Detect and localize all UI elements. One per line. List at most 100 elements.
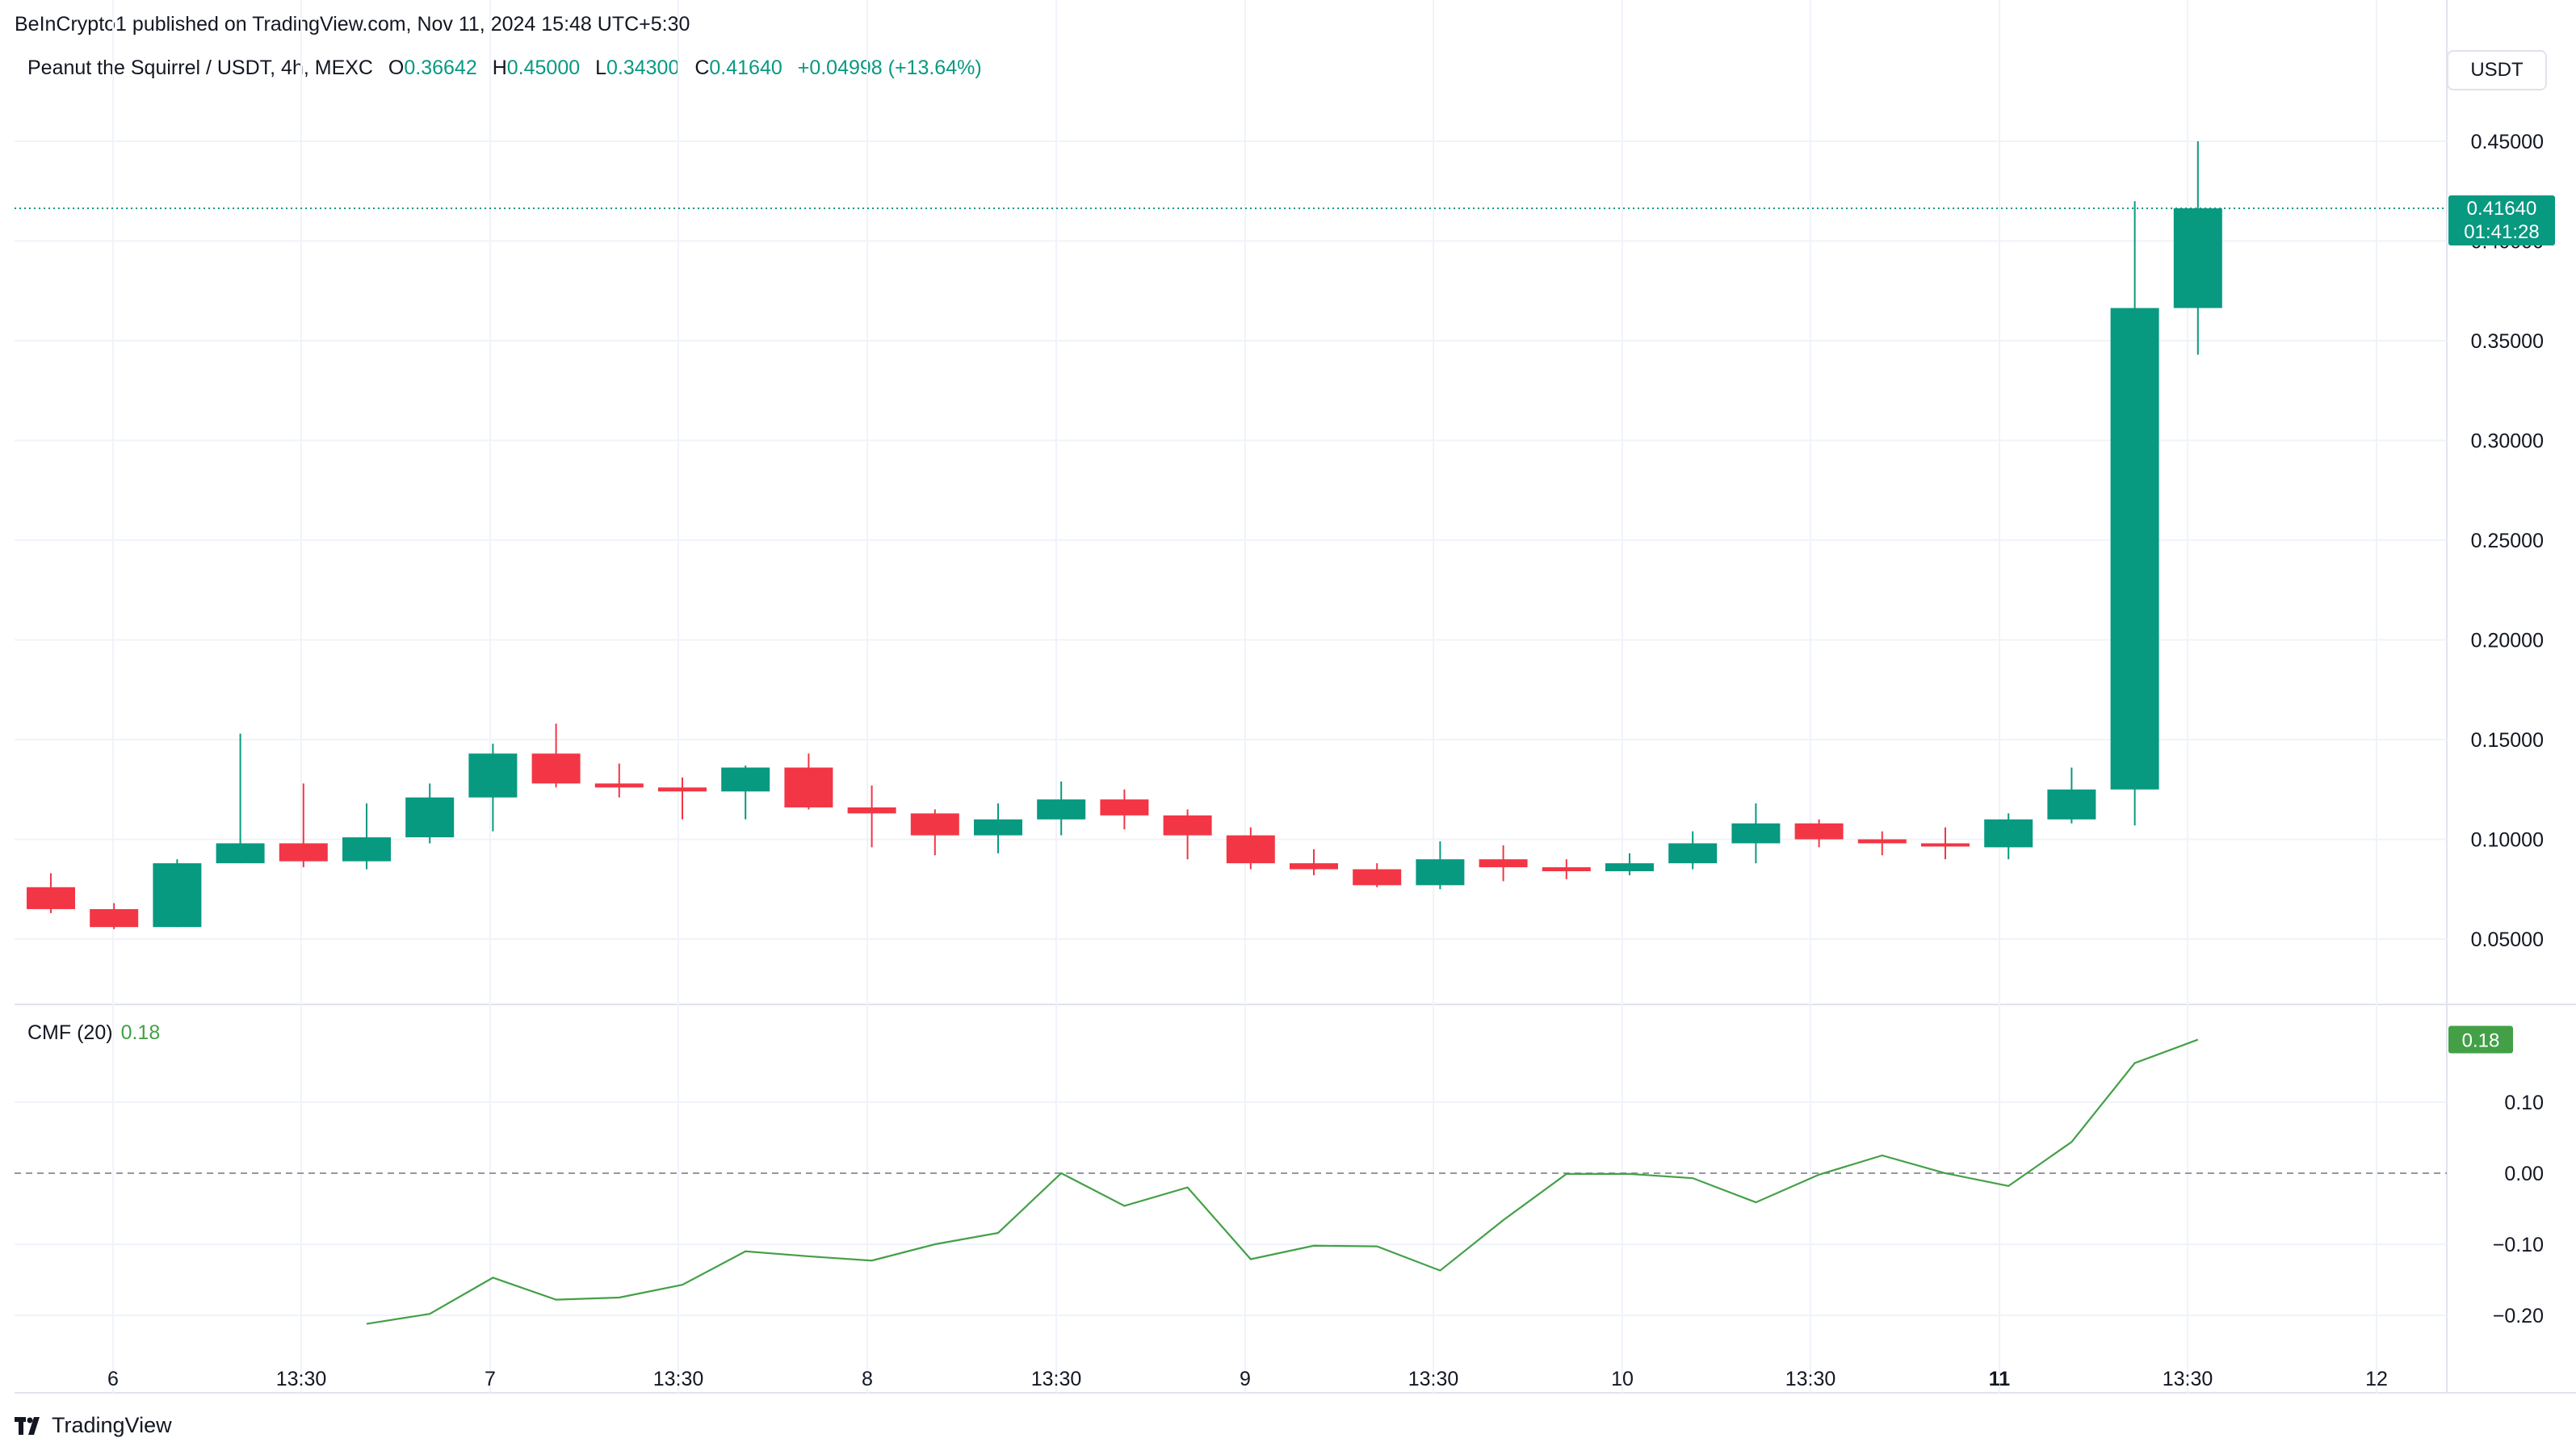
close-value: 0.41640	[709, 57, 782, 79]
x-tick-label: 13:30	[2163, 1368, 2213, 1390]
currency-button[interactable]: USDT	[2447, 50, 2547, 90]
candle	[90, 903, 139, 929]
x-tick-label: 9	[1240, 1368, 1251, 1390]
candle-body	[1605, 863, 1654, 872]
candle	[279, 783, 328, 868]
candle-body	[1353, 869, 1402, 886]
candle	[910, 809, 959, 856]
candle	[1353, 863, 1402, 887]
cmf-y-tick-label: −0.20	[2493, 1305, 2544, 1327]
candle-body	[910, 813, 959, 836]
y-tick-label: 0.30000	[2471, 430, 2544, 453]
candle-body	[1794, 823, 1844, 840]
candle	[342, 803, 391, 870]
candle	[1163, 809, 1212, 860]
candle	[2173, 141, 2222, 355]
candle-body	[1226, 835, 1275, 864]
candle	[1984, 813, 2033, 860]
y-tick-label: 0.15000	[2471, 729, 2544, 752]
candle	[1290, 849, 1338, 875]
cmf-label[interactable]: CMF (20)	[27, 1021, 113, 1044]
low-value: 0.34300	[606, 57, 680, 79]
cmf-value: 0.18	[120, 1021, 161, 1044]
candle	[1542, 859, 1591, 879]
y-tick-label: 0.20000	[2471, 630, 2544, 652]
cmf-y-tick-label: −0.10	[2493, 1234, 2544, 1256]
axis-badges: 0.41640 01:41:28 0.18	[2448, 195, 2555, 1054]
candle-body	[784, 767, 833, 807]
x-tick-label: 13:30	[1785, 1368, 1836, 1390]
x-tick-label: 12	[2365, 1368, 2388, 1390]
cmf-badge-text: 0.18	[2462, 1030, 2500, 1052]
tradingview-logo-icon	[15, 1416, 40, 1435]
x-tick-label: 13:30	[1031, 1368, 1082, 1390]
candle	[1100, 789, 1149, 830]
candle-body	[342, 837, 391, 862]
candle	[1668, 831, 1718, 870]
tradingview-brand: TradingView	[52, 1413, 172, 1437]
candle-body	[1984, 819, 2033, 848]
candle-body	[1668, 843, 1718, 864]
candle	[974, 803, 1022, 853]
cmf-pane	[15, 1038, 2447, 1325]
x-tick-label: 13:30	[653, 1368, 704, 1390]
symbol-title[interactable]: Peanut the Squirrel / USDT, 4h, MEXC	[27, 57, 373, 79]
change-value: +0.04998 (+13.64%)	[797, 57, 982, 79]
x-tick-label: 6	[107, 1368, 119, 1390]
candle	[784, 753, 833, 810]
candle-body	[1100, 799, 1149, 816]
y-tick-label: 0.10000	[2471, 829, 2544, 852]
y-tick-label: 0.05000	[2471, 929, 2544, 951]
candle	[216, 733, 265, 864]
last-price-text: 0.41640	[2467, 198, 2537, 220]
candle-body	[90, 908, 139, 928]
candle	[27, 873, 75, 913]
tradingview-logo[interactable]: TradingView	[15, 1413, 172, 1438]
countdown-text: 01:41:28	[2464, 221, 2539, 243]
candle	[1226, 827, 1275, 870]
y-tick-label: 0.45000	[2471, 131, 2544, 153]
candle-body	[1416, 859, 1465, 886]
candle-body	[847, 807, 896, 814]
y-tick-label: 0.25000	[2471, 530, 2544, 552]
cmf-y-tick-label: 0.10	[2504, 1092, 2544, 1114]
candle	[658, 777, 707, 820]
high-value: 0.45000	[506, 57, 581, 79]
candle	[2047, 767, 2096, 824]
candle	[847, 785, 896, 848]
cmf-line	[366, 1038, 2199, 1325]
x-tick-label: 7	[485, 1368, 496, 1390]
candle	[405, 783, 455, 844]
candle-body	[216, 843, 265, 864]
candle	[1037, 781, 1086, 836]
candle-body	[721, 767, 770, 792]
candle-body	[1479, 859, 1528, 868]
price-axis: 0.05000 0.10000 0.15000 0.20000 0.25000 0.300…	[2471, 131, 2544, 1327]
candle-body	[153, 863, 202, 928]
x-tick-label: 8	[862, 1368, 873, 1390]
candle-body	[974, 819, 1022, 836]
candle-body	[1731, 823, 1781, 844]
candle-body	[1921, 843, 1970, 847]
cmf-legend: CMF (20) 0.18	[27, 1021, 160, 1045]
last-price-badge	[2448, 195, 2555, 245]
candle-body	[27, 887, 75, 909]
candle	[531, 723, 581, 788]
candle	[1605, 853, 1654, 875]
candle-body	[2173, 208, 2222, 308]
candle-body	[279, 843, 328, 862]
candle-body	[405, 797, 455, 838]
candle-body	[1290, 863, 1338, 870]
cmf-badge	[2448, 1025, 2513, 1054]
candle	[153, 859, 202, 928]
candle	[1416, 841, 1465, 890]
cmf-y-tick-label: 0.00	[2504, 1163, 2544, 1185]
attribution: BeInCrypto1 published on TradingView.com…	[15, 13, 690, 36]
high-label: H	[492, 57, 507, 79]
candle-body	[658, 787, 707, 792]
low-label: L	[595, 57, 606, 79]
time-axis: 6 13:30 7 13:30 8 13:30 9 13:30 10 13:30 11 13:30 12	[107, 1368, 2388, 1390]
open-label: O	[388, 57, 405, 79]
candle	[1731, 803, 1781, 864]
